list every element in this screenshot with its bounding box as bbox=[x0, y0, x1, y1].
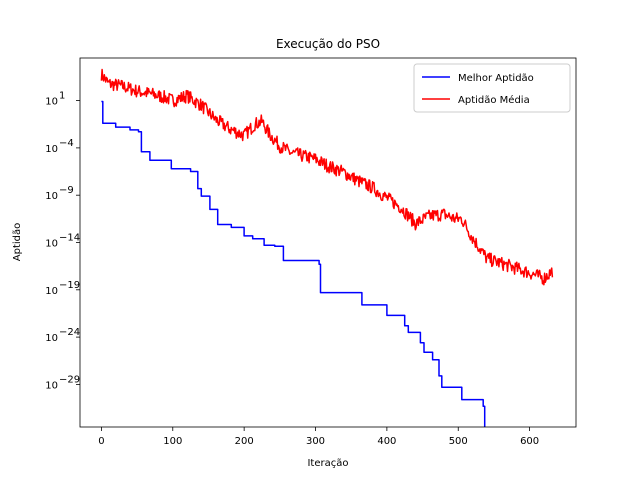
y-tick-exponent: −19 bbox=[59, 280, 80, 291]
y-tick-exponent: −14 bbox=[59, 233, 80, 244]
y-tick-label: 10 bbox=[45, 191, 58, 202]
y-axis-label: Aptidão bbox=[12, 223, 23, 261]
x-tick-label: 100 bbox=[163, 436, 182, 447]
y-tick-label: 10 bbox=[45, 380, 58, 391]
x-tick-label: 200 bbox=[235, 436, 254, 447]
x-tick-label: 600 bbox=[520, 436, 539, 447]
y-tick-label: 10 bbox=[45, 239, 58, 250]
y-tick-label: 10 bbox=[45, 144, 58, 155]
y-tick-exponent: −9 bbox=[59, 185, 74, 196]
series-line-1 bbox=[100, 68, 554, 286]
y-tick-label: 10 bbox=[45, 333, 58, 344]
y-tick-label: 10 bbox=[45, 97, 58, 108]
chart-title: Execução do PSO bbox=[276, 37, 380, 51]
x-tick-label: 500 bbox=[449, 436, 468, 447]
y-tick-exponent: 1 bbox=[59, 91, 65, 102]
x-tick-label: 400 bbox=[377, 436, 396, 447]
y-tick-label: 10 bbox=[45, 286, 58, 297]
y-tick-exponent: −29 bbox=[59, 374, 80, 385]
x-axis-label: Iteração bbox=[307, 458, 348, 469]
legend-box bbox=[413, 63, 571, 113]
legend: Melhor Aptidão Aptidão Média bbox=[413, 63, 571, 113]
legend-label-0: Melhor Aptidão bbox=[458, 73, 534, 84]
x-tick-label: 0 bbox=[98, 436, 104, 447]
plot-area bbox=[100, 68, 554, 427]
y-tick-exponent: −4 bbox=[59, 138, 74, 149]
series-group bbox=[100, 68, 554, 427]
y-tick-exponent: −24 bbox=[59, 327, 80, 338]
axes: 0 100 200 300 400 500 60010110−410−910−1410−19… bbox=[45, 57, 577, 447]
legend-label-1: Aptidão Média bbox=[458, 94, 530, 106]
series-line-0 bbox=[101, 100, 486, 427]
x-tick-label: 300 bbox=[306, 436, 325, 447]
